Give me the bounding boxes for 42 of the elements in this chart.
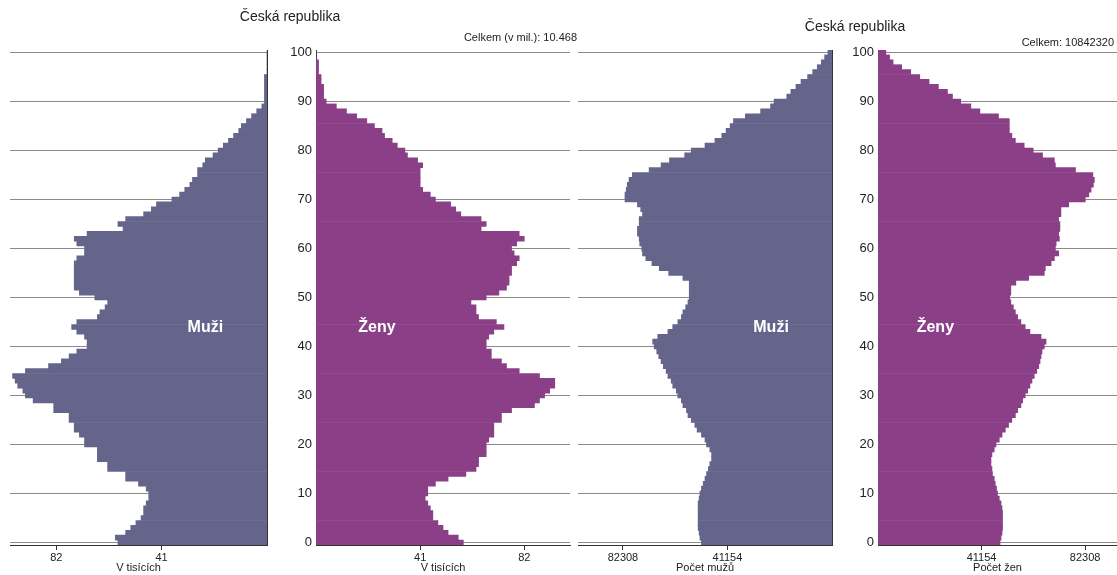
y-tick-label: 80 bbox=[859, 142, 874, 158]
y-tick-label: 50 bbox=[297, 289, 312, 305]
y-tick-label: 40 bbox=[859, 338, 874, 354]
y-tick-label: 50 bbox=[859, 289, 874, 305]
y-tick-label: 20 bbox=[297, 436, 312, 452]
y-tick-label: 30 bbox=[297, 387, 312, 403]
x-tick-label: 82308 bbox=[1069, 550, 1101, 563]
y-tick-label: 70 bbox=[859, 191, 874, 207]
x-axis-title: Počet mužů bbox=[675, 561, 735, 574]
x-tick-label: 82308 bbox=[607, 550, 639, 563]
y-tick-label: 80 bbox=[297, 142, 312, 158]
x-tick-label: 82 bbox=[518, 550, 531, 563]
y-tick-label: 10 bbox=[297, 485, 312, 501]
y-tick-label: 0 bbox=[304, 534, 312, 550]
y-tick-label: 90 bbox=[297, 93, 312, 109]
x-tick-label: 41 bbox=[155, 550, 168, 563]
series-label: Muži bbox=[753, 317, 789, 335]
y-tick-label: 40 bbox=[297, 338, 312, 354]
x-axis-title: V tisících bbox=[116, 561, 161, 574]
x-axis-title: V tisících bbox=[420, 561, 466, 574]
x-tick-label: 82 bbox=[50, 550, 63, 563]
y-tick-label: 0 bbox=[866, 534, 874, 550]
y-tick-label: 20 bbox=[859, 436, 874, 452]
series-label: Muži bbox=[187, 317, 224, 335]
x-tick-label: 41154 bbox=[712, 550, 743, 563]
series-label: Ženy bbox=[916, 316, 955, 335]
y-tick-label: 90 bbox=[859, 93, 874, 109]
y-tick-label: 60 bbox=[859, 240, 874, 256]
chart-title: Česká republika bbox=[804, 18, 906, 34]
chart-title: Česká republika bbox=[239, 8, 341, 24]
text: Celkem: 10842320 bbox=[1021, 36, 1114, 49]
text: Celkem (v mil.): 10.468 bbox=[463, 31, 577, 44]
series-label: Ženy bbox=[358, 316, 396, 335]
y-tick-label: 100 bbox=[852, 44, 874, 60]
y-tick-label: 100 bbox=[290, 44, 312, 60]
y-tick-label: 60 bbox=[297, 240, 312, 256]
x-axis-title: Počet žen bbox=[973, 561, 1022, 574]
x-tick-label: 41154 bbox=[966, 550, 997, 563]
y-tick-label: 70 bbox=[297, 191, 312, 207]
x-tick-label: 41 bbox=[414, 550, 427, 563]
y-tick-label: 10 bbox=[859, 485, 874, 501]
y-tick-label: 30 bbox=[859, 387, 874, 403]
